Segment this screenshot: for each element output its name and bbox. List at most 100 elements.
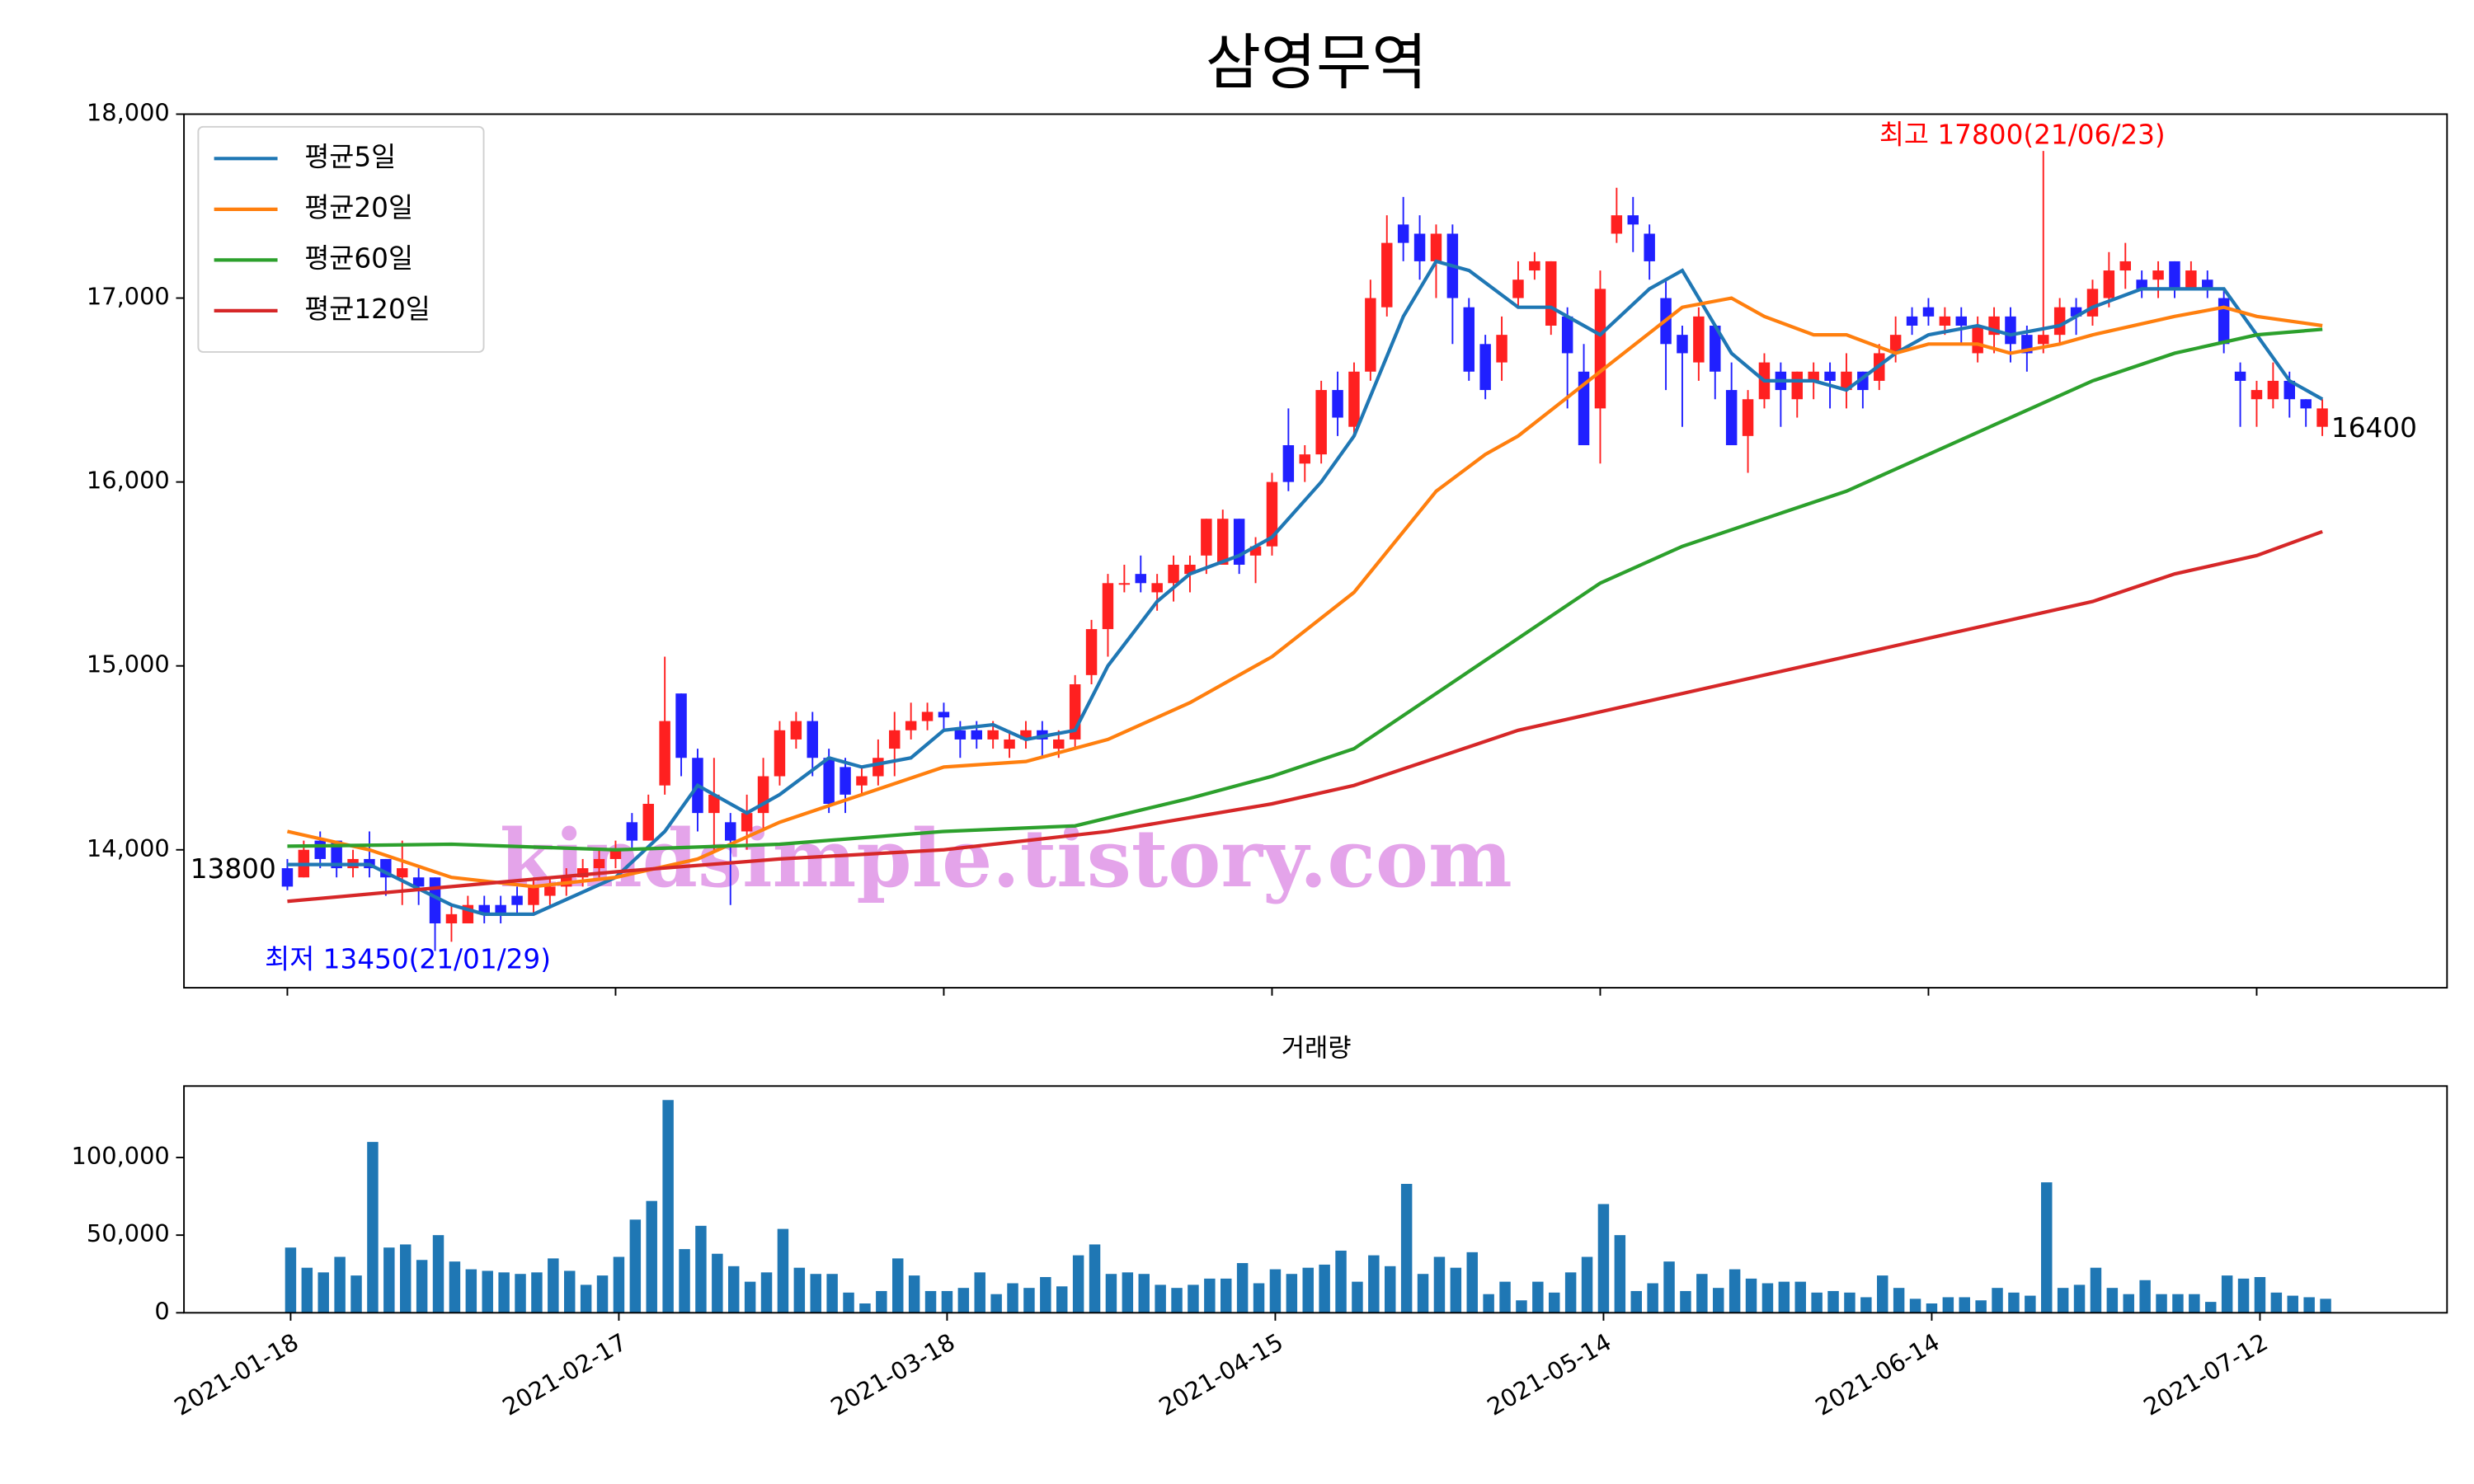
candle-body <box>1841 371 1852 391</box>
y-tick-label: 50,000 <box>87 1219 170 1247</box>
volume-bar <box>334 1256 346 1313</box>
volume-bar <box>1745 1278 1757 1313</box>
volume-bar <box>1319 1264 1330 1313</box>
volume-bar <box>728 1266 740 1313</box>
volume-bar <box>1581 1256 1593 1313</box>
candle-body <box>2086 289 2099 317</box>
volume-bar <box>1286 1274 1298 1313</box>
volume-bar <box>1614 1235 1626 1313</box>
legend-box <box>197 125 485 353</box>
volume-bar <box>1778 1281 1790 1313</box>
volume-bar <box>1909 1298 1921 1313</box>
volume-bar <box>399 1244 412 1313</box>
volume-bar <box>1992 1288 2003 1313</box>
volume-bar <box>1269 1269 1282 1313</box>
volume-bar <box>1729 1269 1741 1313</box>
candle-body <box>2284 380 2295 400</box>
candle-body <box>1201 519 1212 556</box>
candle-body <box>921 711 934 721</box>
volume-bar <box>744 1281 756 1313</box>
ma-line <box>287 529 2323 904</box>
candle-body <box>1348 371 1360 427</box>
volume-bar <box>974 1272 985 1313</box>
candle-body <box>314 840 326 859</box>
volume-bar <box>1811 1292 1823 1313</box>
candle-body <box>281 868 294 887</box>
candle-body <box>1004 739 1015 749</box>
annotation: 최저 13450(21/01/29) <box>265 943 551 974</box>
volume-bar <box>1385 1266 1396 1313</box>
candle-body <box>576 868 589 878</box>
volume-bar <box>317 1272 329 1313</box>
volume-bar <box>2057 1288 2069 1313</box>
volume-bar <box>1236 1263 1249 1313</box>
volume-bar <box>1630 1290 1642 1313</box>
y-tick-label: 16,000 <box>87 467 170 495</box>
candle-body <box>1578 371 1590 445</box>
candle-body <box>774 730 786 777</box>
candle-body <box>609 849 622 859</box>
candle-body <box>1791 371 1803 400</box>
volume-bar <box>2090 1267 2102 1313</box>
candle-body <box>1102 583 1114 630</box>
volume-bar <box>1532 1281 1544 1313</box>
volume-bar <box>1221 1278 1232 1313</box>
candle-body <box>938 711 950 718</box>
volume-bar <box>498 1272 510 1313</box>
candle-body <box>987 730 999 740</box>
candle-body <box>2136 279 2147 289</box>
volume-bar <box>1893 1288 1905 1313</box>
candle-body <box>1413 233 1426 261</box>
candle-body <box>1955 316 1967 326</box>
volume-bar <box>1483 1294 1494 1313</box>
volume-bar <box>1680 1290 1691 1313</box>
y-tick-label: 0 <box>154 1297 169 1325</box>
volume-bar <box>2073 1284 2086 1313</box>
volume-bar <box>629 1219 642 1313</box>
candle-body <box>807 721 818 758</box>
volume-bar <box>301 1267 313 1313</box>
volume-bar <box>1647 1283 1658 1313</box>
candle-body <box>1135 574 1146 584</box>
volume-bar <box>924 1290 937 1313</box>
candle-body <box>2070 307 2082 317</box>
candle-body <box>675 693 687 758</box>
candle-body <box>593 858 605 869</box>
candle-body <box>741 813 753 832</box>
legend-label: 평균120일 <box>304 294 430 325</box>
volume-bar <box>1368 1255 1380 1313</box>
candle-body <box>1430 233 1442 261</box>
chart-title: 삼영무역 <box>1206 28 1427 98</box>
candle-body <box>1479 344 1491 391</box>
candle-body <box>2103 270 2115 298</box>
volume-bar <box>646 1200 657 1313</box>
volume-bar <box>1155 1284 1166 1313</box>
candle-body <box>1627 215 1639 225</box>
candle-body <box>840 767 851 795</box>
volume-bar <box>876 1290 887 1313</box>
candle-body <box>1710 326 1721 372</box>
volume-bar <box>383 1247 395 1313</box>
volume-bar <box>1204 1278 1216 1313</box>
volume-bar <box>712 1253 723 1313</box>
candle-body <box>2218 298 2230 345</box>
volume-title: 거래량 <box>1282 1034 1352 1064</box>
annotation: 16400 <box>2331 412 2417 444</box>
candle-body <box>1249 546 1262 556</box>
volume-bar <box>531 1272 543 1313</box>
candle-body <box>1594 289 1606 409</box>
candle-body <box>1972 326 1983 354</box>
volume-bar <box>777 1228 789 1313</box>
volume-bar <box>2287 1295 2298 1313</box>
candle-body <box>1463 307 1475 372</box>
candle-body <box>1381 242 1393 308</box>
volume-bar <box>2156 1294 2167 1313</box>
candle-body <box>2152 270 2164 280</box>
volume-bar <box>1794 1281 1806 1313</box>
candle-body <box>971 730 982 740</box>
candle-body <box>2202 279 2213 289</box>
volume-bar <box>941 1290 953 1313</box>
candle-body <box>1725 390 1738 445</box>
volume-bar <box>826 1274 838 1313</box>
